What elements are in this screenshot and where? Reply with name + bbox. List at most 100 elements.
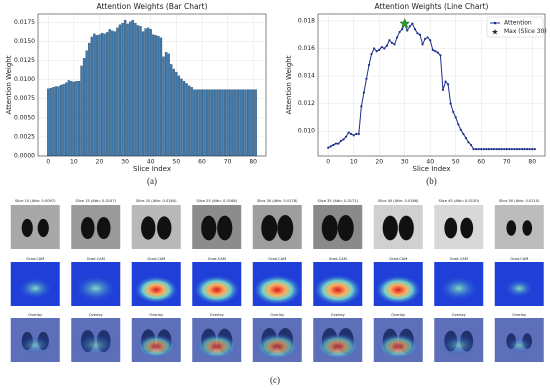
point (490, 148, 493, 151)
bar (228, 89, 232, 157)
point (385, 44, 388, 47)
bar (213, 89, 216, 157)
x-tick-label: 20 (96, 159, 104, 166)
ct-image (434, 205, 484, 249)
point (452, 110, 455, 113)
row-label: Grad-CAM (329, 257, 347, 261)
row-label: Grad-CAM (510, 257, 528, 261)
row-label: Grad-CAM (450, 257, 468, 261)
bar (221, 89, 224, 157)
x-tick-label: 30 (121, 159, 129, 166)
bar (118, 24, 122, 157)
bar (162, 56, 165, 157)
heat-blob (255, 332, 300, 359)
bar (77, 81, 81, 157)
caption: (a) (147, 176, 157, 186)
point (388, 39, 391, 42)
caption: (b) (426, 176, 437, 186)
point (472, 148, 475, 151)
point (342, 138, 345, 141)
point (431, 48, 434, 51)
lung (460, 217, 474, 239)
point (482, 148, 485, 151)
bar (57, 86, 60, 157)
bar (180, 78, 183, 157)
x-tick-label: 10 (70, 159, 78, 166)
point (395, 36, 399, 39)
point (434, 50, 437, 53)
slice-title: Slice 35 (Attn: 0.0171) (317, 199, 358, 203)
attention-line (327, 22, 535, 150)
bar (234, 89, 237, 157)
ct-image (252, 205, 302, 249)
bar (108, 29, 111, 157)
caption: (c) (270, 375, 280, 385)
ct-image (71, 205, 121, 249)
heat-blob (77, 334, 115, 357)
point (510, 148, 513, 151)
point (497, 148, 501, 151)
point (439, 54, 442, 57)
point (520, 148, 524, 151)
bar (246, 89, 250, 157)
lung (337, 215, 354, 241)
bar (136, 25, 140, 157)
point (383, 47, 386, 50)
bar (203, 89, 206, 157)
y-tick-label: 0.018 (298, 17, 315, 24)
lung (398, 215, 414, 241)
bar (93, 33, 96, 157)
bar (90, 36, 93, 157)
lung (21, 218, 33, 238)
point (441, 88, 445, 91)
point (485, 148, 488, 151)
lung (201, 215, 217, 241)
point (492, 148, 496, 151)
slice-title: Slice 15 (Attn: 0.0147) (75, 199, 116, 203)
slice-title: Slice 45 (Attn: 0.0130) (438, 199, 479, 203)
point (332, 143, 335, 147)
point (508, 148, 511, 151)
point (469, 143, 473, 147)
bar (95, 35, 99, 157)
bar (177, 75, 181, 157)
row-label: Overlay (270, 313, 285, 317)
x-tick-label: 0 (326, 159, 330, 166)
y-axis-label: Attention Weight (285, 55, 293, 114)
row-label: Grad-CAM (268, 257, 286, 261)
point (531, 148, 534, 151)
point (380, 45, 383, 49)
bar (187, 85, 191, 157)
ct-image (131, 205, 181, 249)
point (329, 145, 332, 148)
point (370, 52, 373, 56)
plot-frame (37, 13, 267, 157)
chart-title: Attention Weights (Bar Chart) (96, 2, 207, 11)
point (467, 141, 470, 144)
point (362, 91, 366, 94)
point (421, 43, 424, 46)
lung (141, 216, 156, 240)
x-tick-label: 80 (528, 159, 536, 166)
point (327, 146, 330, 149)
point (355, 132, 358, 136)
point (406, 29, 409, 32)
point (454, 116, 457, 119)
row-label: Overlay (28, 313, 43, 317)
bar (98, 34, 101, 157)
heat-blob (441, 334, 477, 356)
row-label: Grad-CAM (147, 257, 165, 261)
bar (172, 68, 175, 157)
bar (241, 89, 245, 157)
legend-label: Attention (504, 20, 532, 27)
heat-blob (195, 332, 238, 358)
y-tick-label: 0.0075 (14, 95, 35, 102)
ct-image (10, 205, 60, 249)
bar (70, 81, 73, 157)
bar (211, 89, 214, 157)
y-axis-label: Attention Weight (5, 55, 13, 114)
point (393, 43, 396, 46)
bar (252, 89, 255, 157)
bar (164, 52, 168, 157)
